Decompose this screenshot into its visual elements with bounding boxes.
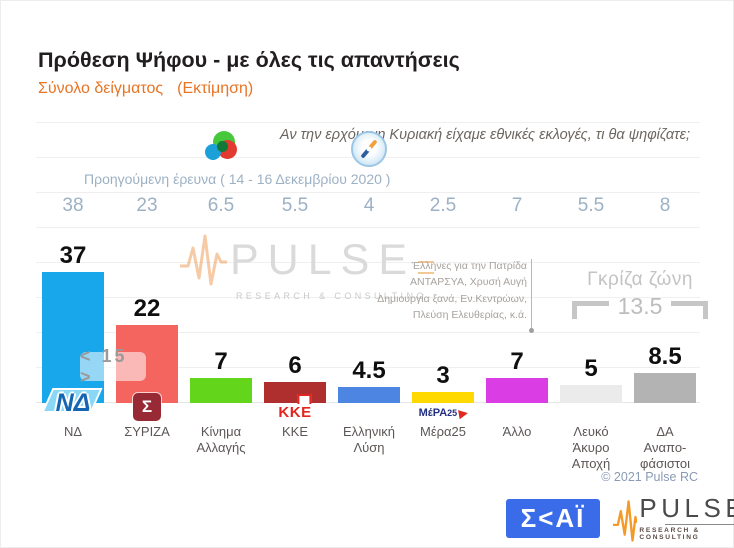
bar [560,385,622,403]
gridline [36,227,700,228]
skai-logo: Σ<ΑΪ [506,499,600,538]
category-label: ΣΥΡΙΖΑ [124,424,170,439]
bar-value: 37 [59,242,87,269]
category-label: Ελληνική Λύση [342,424,396,455]
bar-value: 6 [288,352,302,379]
gridline [36,262,700,263]
other-parties-note: Έλληνες για την Πατρίδα ΑΝΤΑΡΣΥΑ, Χρυσή … [377,258,527,323]
gridline [36,332,700,333]
gray-zone-right-bracket-icon [671,301,709,319]
bar [486,378,548,403]
note-line-2: ΑΝΤΑΡΣΥΑ, Χρυσή Αυγή [410,276,527,289]
category-label: ΚΚΕ [281,424,308,439]
bar-value: 5 [584,355,598,382]
party-column: 8 8.5 ΔΑ Αναπο- φάσιστοι [628,195,702,485]
gray-zone-label: Γκρίζα ζώνη [587,269,693,290]
watermark-brand: PULSE [230,235,417,284]
previous-value: 5.5 [577,195,605,216]
pulse-logo: PULSE RESEARCH & CONSULTING [612,493,734,543]
note-line-3: Δημιουργία ξανά, Εν.Κεντρώων, [377,292,527,305]
previous-value: 4 [363,195,375,216]
divider [664,524,734,526]
bar [42,272,104,403]
mera25-arrow-icon: ▶ [457,405,469,421]
kke-logo-text: ΚΚΕ [275,404,315,421]
pulse-brand-text: PULSE [639,493,734,523]
bar-value: 4.5 [352,357,386,384]
waveform-icon [180,234,227,286]
mera25-logo: ΜέΡΑ 25 ▶ [415,405,471,421]
pulse-tagline: RESEARCH & CONSULTING [639,527,701,542]
bar-value: 7 [510,348,524,375]
note-line-4: Πλεύση Ελευθερίας, κ.ά. [412,308,527,321]
kinal-logo [205,131,237,163]
gridline [36,297,700,298]
party-column: 5.5 6 ΚΚΕ ΚΚΕ [258,195,332,485]
waveform-icon [612,500,638,542]
note-pointer-line [529,259,534,333]
poll-question: Αν την ερχόμενη Κυριακή είχαμε εθνικές ε… [279,127,690,143]
party-column: 5.5 5 Λευκό Άκυρο Αποχή [554,195,628,485]
watermark-ticks-icon [418,260,435,274]
mera25-logo-number: 25 [447,408,458,418]
watermark-tagline: RESEARCH & CONSULTING [236,291,427,301]
previous-value: 7 [511,195,523,216]
category-label: Μέρα25 [420,424,466,439]
party-column: 38 37 ΝΔ ΝΔ [36,195,110,485]
chart-area: < 15 > Έλληνες για την Πατρίδα ΑΝΤΑΡΣΥΑ,… [36,131,709,485]
party-column: 4 4.5 Ελληνική Λύση [332,131,406,485]
note-line-1: Έλληνες για την Πατρίδα [411,260,527,272]
bar-value: 8.5 [648,343,682,370]
copyright: © 2021 Pulse RC [601,470,698,484]
bar [338,387,400,403]
gray-zone-value: 13.5 [617,293,663,319]
gray-zone-annotation: Γκρίζα ζώνη 13.5 [554,269,726,319]
bar [412,392,474,403]
kinal-circle [217,141,228,152]
bar [634,373,696,403]
party-column: 23 22 Σ ΣΥΡΙΖΑ [110,195,184,485]
previous-value: 8 [659,195,671,216]
gridline [36,122,700,123]
party-column: 2.5 3 ΜέΡΑ 25 ▶ Μέρα25 [406,195,480,485]
previous-value: 23 [136,195,158,216]
pulse-watermark: PULSE RESEARCH & CONSULTING [178,232,435,301]
syriza-logo: Σ [133,393,161,421]
category-label: Άλλο [502,424,532,439]
bar-value: 22 [133,295,161,322]
gridline [36,367,700,368]
previous-survey-label: Προηγούμενη έρευνα ( 14 - 16 Δεκεμβρίου … [84,171,391,187]
mera25-logo-text: ΜέΡΑ [418,407,448,419]
nd-logo: ΝΔ [39,385,107,421]
elliniki-lysi-logo [351,131,387,167]
bar-value: 3 [436,362,450,389]
compass-center-dot [366,146,372,152]
gray-zone-left-bracket-icon [571,301,609,319]
category-label: ΔΑ Αναπο- φάσιστοι [640,424,690,471]
category-label: ΝΔ [63,424,83,439]
previous-value: 38 [62,195,84,216]
party-column: 6.5 7 Κίνημα Αλλαγής [184,131,258,485]
estimate-label: (Εκτίμηση) [177,80,254,97]
kke-logo: ΚΚΕ [275,394,315,421]
subtitle: Σύνολο δείγματος (Εκτίμηση) [38,80,253,98]
bar-value: 7 [214,348,228,375]
previous-value: 2.5 [429,195,457,216]
party-column: 7 7 Άλλο [480,195,554,485]
gridline [36,192,700,193]
sample-label: Σύνολο δείγματος [38,80,164,97]
page-title: Πρόθεση Ψήφου - με όλες τις απαντήσεις [38,48,460,72]
category-label: Λευκό Άκυρο Αποχή [571,424,611,471]
lead-difference-badge: < 15 > [80,346,146,387]
previous-value: 6.5 [207,195,235,216]
category-label: Κίνημα Αλλαγής [196,424,246,455]
bar [190,378,252,403]
previous-value: 5.5 [281,195,309,216]
nd-logo-text: ΝΔ [55,388,91,417]
